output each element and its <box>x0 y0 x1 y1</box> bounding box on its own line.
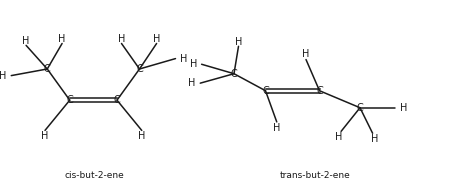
Text: trans-but-2-ene: trans-but-2-ene <box>279 171 351 180</box>
Text: H: H <box>302 49 310 59</box>
Text: H: H <box>400 103 407 113</box>
Text: H: H <box>235 37 242 46</box>
Text: H: H <box>189 78 196 88</box>
Text: H: H <box>0 71 7 81</box>
Text: H: H <box>273 123 280 132</box>
Text: C: C <box>113 95 121 105</box>
Text: H: H <box>190 59 197 69</box>
Text: H: H <box>138 131 145 141</box>
Text: H: H <box>153 34 160 44</box>
Text: C: C <box>262 86 269 96</box>
Text: H: H <box>22 36 30 46</box>
Text: H: H <box>180 54 187 64</box>
Text: H: H <box>41 131 49 141</box>
Text: H: H <box>58 34 66 44</box>
Text: H: H <box>371 134 378 144</box>
Text: C: C <box>136 64 143 74</box>
Text: H: H <box>335 132 342 142</box>
Text: H: H <box>118 34 125 44</box>
Text: C: C <box>67 95 73 105</box>
Text: C: C <box>44 64 50 74</box>
Text: C: C <box>316 86 323 96</box>
Text: cis-but-2-ene: cis-but-2-ene <box>65 171 124 180</box>
Text: C: C <box>356 103 364 113</box>
Text: C: C <box>230 69 238 79</box>
